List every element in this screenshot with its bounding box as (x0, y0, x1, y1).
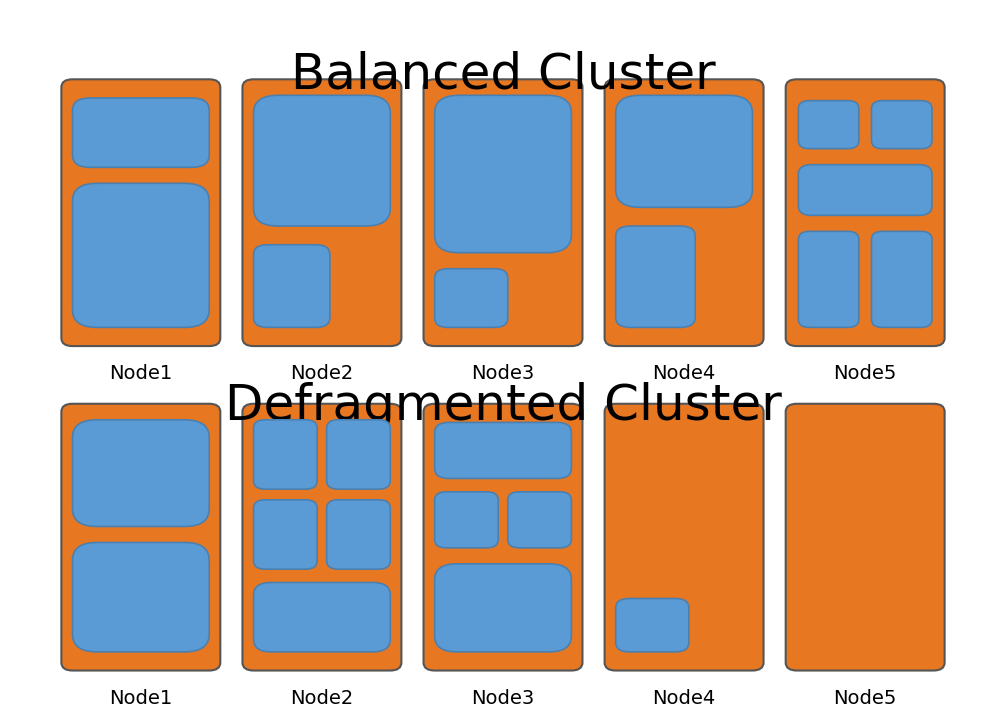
Text: Node5: Node5 (834, 364, 896, 383)
FancyBboxPatch shape (242, 79, 401, 346)
Text: Node2: Node2 (291, 364, 353, 383)
FancyBboxPatch shape (254, 420, 317, 489)
FancyBboxPatch shape (799, 231, 859, 327)
FancyBboxPatch shape (72, 98, 209, 167)
Text: Node4: Node4 (653, 689, 715, 707)
FancyBboxPatch shape (327, 500, 390, 569)
FancyBboxPatch shape (254, 583, 390, 652)
FancyBboxPatch shape (616, 598, 689, 652)
Text: Node4: Node4 (653, 364, 715, 383)
FancyBboxPatch shape (424, 79, 582, 346)
FancyBboxPatch shape (72, 183, 209, 327)
FancyBboxPatch shape (435, 269, 508, 327)
Text: Node1: Node1 (110, 364, 172, 383)
FancyBboxPatch shape (616, 95, 752, 208)
Text: Node3: Node3 (472, 364, 534, 383)
FancyBboxPatch shape (72, 542, 209, 652)
FancyBboxPatch shape (61, 404, 220, 671)
FancyBboxPatch shape (786, 404, 945, 671)
FancyBboxPatch shape (327, 420, 390, 489)
FancyBboxPatch shape (605, 404, 764, 671)
FancyBboxPatch shape (254, 95, 390, 226)
Text: Node1: Node1 (110, 689, 172, 707)
FancyBboxPatch shape (508, 492, 571, 548)
FancyBboxPatch shape (435, 423, 571, 479)
FancyBboxPatch shape (72, 420, 209, 526)
FancyBboxPatch shape (605, 79, 764, 346)
FancyBboxPatch shape (254, 500, 317, 569)
FancyBboxPatch shape (799, 164, 932, 216)
FancyBboxPatch shape (435, 564, 571, 652)
FancyBboxPatch shape (871, 101, 932, 149)
FancyBboxPatch shape (799, 101, 859, 149)
Text: Node2: Node2 (291, 689, 353, 707)
FancyBboxPatch shape (242, 404, 401, 671)
FancyBboxPatch shape (616, 226, 695, 327)
FancyBboxPatch shape (435, 95, 571, 253)
Text: Balanced Cluster: Balanced Cluster (291, 50, 715, 99)
Text: Node5: Node5 (834, 689, 896, 707)
FancyBboxPatch shape (786, 79, 945, 346)
FancyBboxPatch shape (871, 231, 932, 327)
FancyBboxPatch shape (435, 492, 498, 548)
Text: Defragmented Cluster: Defragmented Cluster (224, 382, 782, 430)
FancyBboxPatch shape (61, 79, 220, 346)
FancyBboxPatch shape (424, 404, 582, 671)
Text: Node3: Node3 (472, 689, 534, 707)
FancyBboxPatch shape (254, 244, 330, 327)
